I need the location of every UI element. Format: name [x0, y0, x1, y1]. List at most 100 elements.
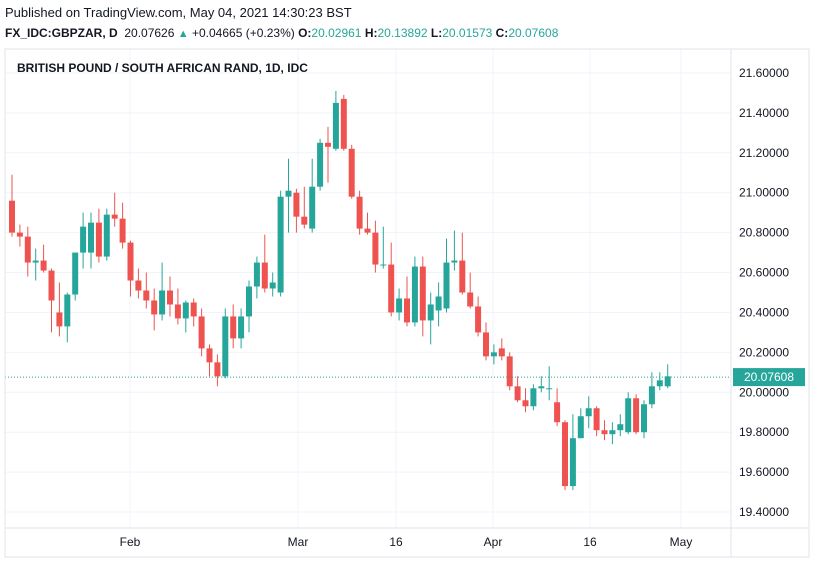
price-tick-label: 20.20000: [739, 345, 789, 359]
candle-down: [356, 196, 363, 229]
candle-up: [182, 302, 189, 319]
candle-down: [111, 214, 118, 219]
open-value: 20.02961: [311, 26, 362, 40]
candle-down: [593, 408, 600, 431]
chart-title: BRITISH POUND / SOUTH AFRICAN RAND, 1D, …: [17, 61, 308, 75]
candle-down: [364, 228, 371, 233]
last-price-value: 20.07626: [124, 26, 175, 40]
up-arrow-icon: ▲: [177, 28, 189, 40]
candle-down: [562, 422, 568, 487]
price-tick-label: 21.00000: [739, 186, 789, 200]
candle-down: [475, 306, 482, 333]
candle-down: [206, 348, 213, 363]
candle-up: [285, 190, 292, 197]
candle-up: [309, 186, 316, 229]
candle-down: [293, 192, 300, 217]
candle-up: [585, 408, 592, 417]
price-tick-label: 19.60000: [739, 465, 789, 479]
candle-down: [48, 270, 55, 301]
candle-down: [388, 264, 395, 313]
high-value: 20.13892: [377, 26, 428, 40]
last-price-badge: [733, 368, 805, 387]
candle-up: [641, 404, 647, 433]
candle-up: [332, 102, 339, 149]
time-tick-label: May: [670, 535, 693, 549]
price-tick-label: 20.80000: [739, 226, 789, 240]
last-price-label: 20.07608: [733, 368, 805, 387]
candle-up: [103, 214, 110, 257]
candle-down: [467, 292, 474, 307]
candle-down: [340, 98, 347, 149]
candle-up: [569, 438, 576, 487]
candle-up: [443, 262, 450, 309]
candle-down: [554, 402, 561, 423]
candle-up: [451, 260, 458, 263]
time-tick-label: 16: [583, 535, 597, 549]
candle-down: [95, 222, 102, 257]
candle-down: [459, 260, 466, 293]
candle-up: [490, 352, 497, 357]
price-axis[interactable]: 21.60000 21.40000 21.20000 21.00000 20.80000…: [739, 66, 789, 519]
price-tick-label: 20.60000: [739, 266, 789, 280]
candle-up: [88, 222, 94, 253]
candle-up: [32, 260, 39, 263]
time-tick-label: Mar: [288, 535, 309, 549]
candle-down: [372, 232, 379, 265]
price-tick-label: 20.00000: [739, 385, 789, 399]
candle-down: [135, 280, 142, 291]
candle-down: [514, 386, 521, 401]
candle-down: [40, 260, 47, 271]
candle-down: [483, 332, 489, 357]
candle-down: [16, 232, 23, 237]
candle-down: [167, 290, 173, 305]
low-value: 20.01573: [442, 26, 493, 40]
candle-down: [404, 298, 410, 323]
candle-up: [530, 388, 537, 407]
candle-down: [498, 348, 505, 357]
candle-down: [522, 400, 529, 407]
close-value: 20.07608: [508, 26, 559, 40]
candle-down: [325, 142, 331, 147]
candle-down: [301, 216, 308, 225]
time-tick-label: 16: [389, 535, 403, 549]
price-tick-label: 21.20000: [739, 146, 789, 160]
candle-up: [277, 196, 284, 293]
price-tick-label: 19.40000: [739, 505, 789, 519]
candle-up: [435, 296, 442, 311]
time-axis[interactable]: Feb Mar 16 Apr 16 May: [120, 535, 693, 549]
candle-up: [159, 290, 166, 315]
time-tick-label: Apr: [484, 535, 503, 549]
price-tick-label: 19.80000: [739, 425, 789, 439]
chart-frame: [4, 48, 810, 558]
candle-down: [151, 300, 158, 315]
candle-up: [72, 252, 79, 295]
candle-up: [396, 298, 403, 313]
candle-up: [64, 294, 71, 327]
candle-up: [380, 264, 387, 266]
candle-down: [633, 398, 640, 433]
candle-up: [317, 142, 324, 187]
candle-down: [127, 242, 134, 281]
candle-down: [24, 236, 31, 263]
candle-up: [538, 386, 545, 389]
low-label: L:: [430, 26, 443, 40]
candle-down: [506, 356, 513, 387]
candle-down: [143, 290, 150, 301]
time-tick-label: Feb: [120, 535, 141, 549]
price-tick-label: 21.40000: [739, 106, 789, 120]
candle-down: [601, 430, 608, 435]
candle-up: [246, 286, 252, 317]
candle-up: [411, 266, 418, 323]
change-value: +0.04665 (+0.23%): [191, 26, 295, 40]
candle-up: [427, 304, 434, 321]
candle-down: [261, 262, 268, 289]
high-label: H:: [364, 26, 378, 40]
candle-up: [253, 262, 260, 287]
grid: [5, 49, 731, 528]
candle-up: [577, 416, 584, 439]
symbol-label[interactable]: FX_IDC:GBPZAR, D: [5, 26, 118, 40]
open-label: O:: [298, 26, 312, 40]
symbol-legend: FX_IDC:GBPZAR, D 20.07626 ▲ +0.04665 (+0…: [5, 26, 558, 40]
candle-up: [664, 376, 671, 387]
